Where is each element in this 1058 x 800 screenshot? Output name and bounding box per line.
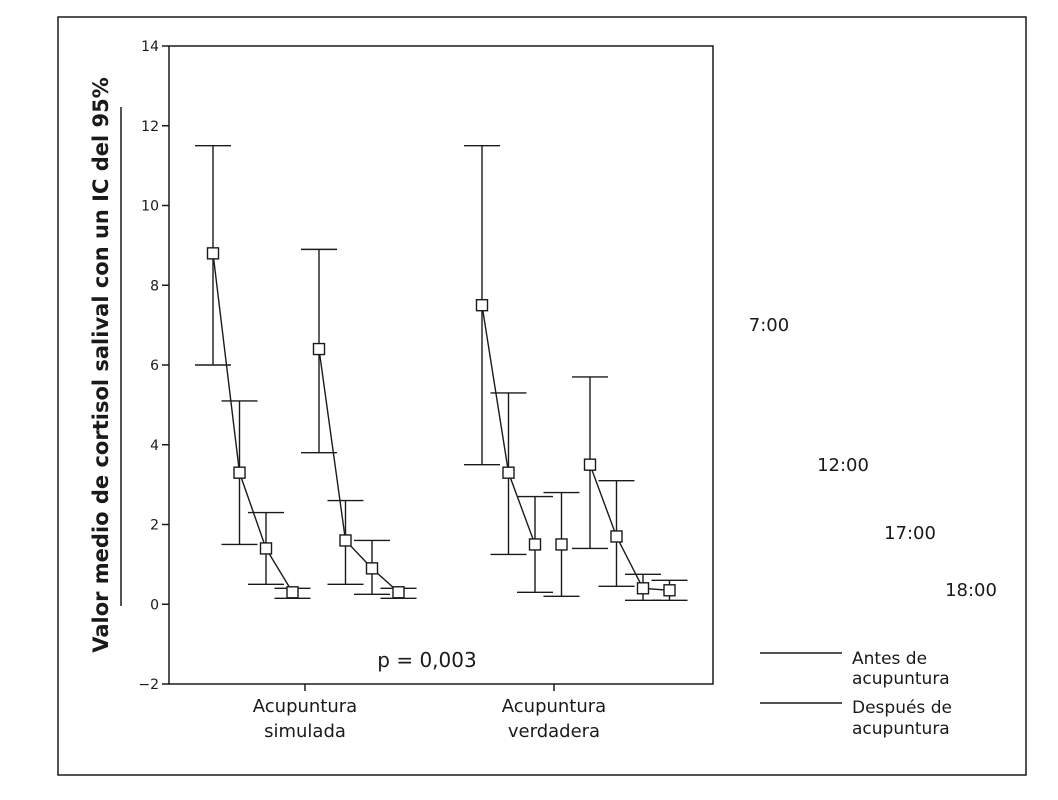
y-tick-label-3: 4 (150, 438, 159, 454)
category-label-1-line1: Acupuntura (502, 696, 606, 717)
x-axis: Acupuntura simulada Acupuntura verdadera (253, 684, 606, 742)
series-line-1 (318, 348, 399, 593)
time-label-7: 7:00 (749, 315, 789, 336)
y-tick-label-2: 2 (150, 518, 159, 534)
mean-marker-1-1 (339, 534, 352, 547)
y-tick-label-7: 12 (141, 119, 159, 135)
y-tick-label-0: −2 (138, 677, 159, 693)
mean-marker-0-0 (206, 247, 220, 260)
mean-marker-0-1 (233, 466, 246, 479)
mean-marker-1-0 (312, 342, 326, 356)
category-label-0-line1: Acupuntura (253, 696, 357, 717)
p-value-annotation: p = 0,003 (377, 648, 476, 672)
mean-marker-0-3 (286, 586, 299, 599)
legend-label-despues-2: acupuntura (852, 719, 950, 739)
y-axis-label: Valor medio de cortisol salival con un I… (89, 77, 113, 653)
y-tick-label-5: 8 (150, 278, 159, 294)
mean-marker-2-0 (475, 298, 489, 312)
mean-marker-3-0 (583, 458, 597, 471)
mean-marker-2-2 (528, 538, 542, 551)
time-label-12: 12:00 (817, 455, 869, 476)
legend: Antes de acupuntura Después de acupuntur… (760, 649, 952, 739)
series-line-0 (212, 253, 294, 593)
legend-label-antes-1: Antes de (852, 649, 927, 669)
mean-marker-0-2 (259, 542, 273, 555)
mean-marker-1-3 (392, 586, 405, 599)
mean-marker-extra-0 (555, 538, 568, 551)
time-label-17: 17:00 (884, 523, 936, 544)
mean-marker-1-2 (365, 562, 379, 575)
plot-marks (195, 144, 688, 601)
series-line-3 (589, 464, 670, 591)
y-tick-label-4: 6 (150, 358, 159, 374)
y-tick-label-6: 10 (141, 199, 159, 215)
mean-marker-3-1 (610, 530, 623, 543)
figure-frame (57, 16, 1027, 776)
plot-frame (168, 45, 714, 685)
mean-marker-3-3 (663, 584, 676, 597)
category-label-0-line2: simulada (264, 721, 346, 742)
y-tick-label-8: 14 (141, 39, 159, 55)
y-axis: −2 0 2 4 6 8 10 12 14 (138, 39, 169, 693)
legend-label-despues-1: Después de (852, 698, 952, 718)
time-label-18: 18:00 (945, 580, 997, 601)
y-tick-label-1: 0 (150, 597, 159, 613)
category-label-1-line2: verdadera (508, 721, 600, 742)
mean-marker-3-2 (636, 582, 650, 595)
mean-marker-2-1 (502, 466, 515, 479)
legend-label-antes-2: acupuntura (852, 669, 950, 689)
